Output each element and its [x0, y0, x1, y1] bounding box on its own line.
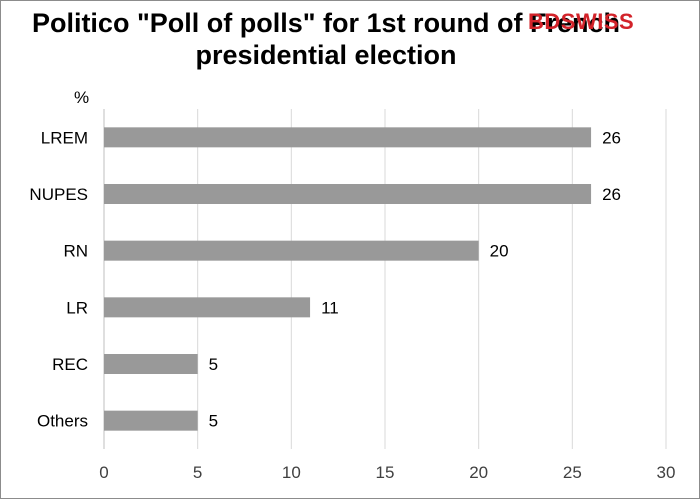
bar-lr: [104, 297, 311, 318]
logo-swiss: SWISS: [560, 9, 635, 34]
data-label-lrem: 26: [602, 128, 621, 147]
x-tick-label-0: 0: [99, 463, 108, 482]
category-label-lr: LR: [66, 298, 88, 317]
category-label-lrem: LREM: [41, 128, 88, 147]
category-label-nupes: NUPES: [29, 185, 88, 204]
bar-others: [104, 410, 198, 431]
chart-title: Politico "Poll of polls" for 1st round o…: [31, 8, 621, 70]
category-label-others: Others: [37, 412, 88, 431]
data-label-rn: 20: [490, 242, 509, 261]
x-tick-label-5: 5: [193, 463, 202, 482]
bar-rec: [104, 354, 198, 374]
x-tick-label-20: 20: [469, 463, 488, 482]
category-label-rec: REC: [52, 355, 88, 374]
unit-label: %: [74, 88, 90, 107]
data-label-lr: 11: [321, 298, 339, 317]
x-tick-label-10: 10: [282, 463, 301, 482]
x-tick-label-15: 15: [376, 463, 395, 482]
data-label-nupes: 26: [602, 185, 621, 204]
x-tick-label-30: 30: [657, 463, 676, 482]
data-label-rec: 5: [209, 355, 218, 374]
logo-bd: BD: [528, 9, 561, 34]
bdswiss-logo: BDSWISS: [528, 9, 634, 35]
bar-nupes: [104, 184, 592, 204]
data-label-others: 5: [209, 412, 218, 431]
x-tick-label-25: 25: [563, 463, 582, 482]
bar-lrem: [104, 127, 592, 148]
bar-rn: [104, 240, 479, 261]
category-label-rn: RN: [63, 242, 88, 261]
